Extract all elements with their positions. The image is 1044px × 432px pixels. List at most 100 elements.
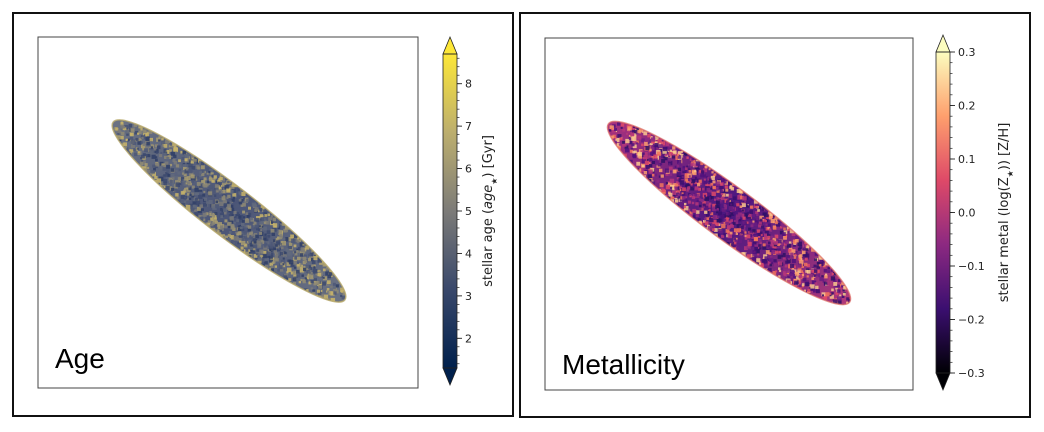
metallicity-map-pixel [761,208,764,212]
metallicity-map-pixel [703,180,708,185]
age-map-pixel [184,177,188,181]
age-map-pixel [154,175,158,180]
metallicity-map-pixel [667,157,672,162]
age-map-pixel [163,179,168,183]
metallicity-map-pixel [617,122,621,126]
metallicity-map-pixel [712,180,716,184]
age-map-pixel [120,127,124,131]
metallicity-map-pixel [744,234,748,238]
age-map-pixel [282,238,285,241]
age-map-pixel [250,231,254,235]
age-map-pixel [231,183,236,187]
metallicity-map-pixel [682,194,685,197]
age-map-pixel [199,204,203,208]
age-map-pixel [313,266,316,269]
metallicity-map-pixel [778,267,781,270]
age-map-pixel [139,137,142,141]
metallicity-map-pixel [706,192,710,196]
metallicity-map-pixel [677,155,682,159]
metallicity-map-pixel [762,245,767,250]
age-map-pixel [241,192,246,196]
metallicity-map-pixel [677,193,680,196]
age-map-pixel [272,217,277,222]
metallicity-map-pixel [669,178,675,184]
age-map-pixel [296,270,300,274]
age-map-pixel [200,165,205,170]
age-map-pixel [130,127,135,132]
metallicity-map-pixel [748,200,751,204]
age-map-pixel [208,170,211,174]
age-galaxy-rim [111,119,347,303]
age-map-pixel [210,172,214,176]
age-map-pixel [185,182,188,185]
age-map-pixel [290,271,294,275]
metallicity-map-pixel [696,176,701,180]
metallicity-map-pixel [724,206,727,210]
age-map-pixel [258,225,261,228]
metallicity-map-pixel [814,269,818,273]
age-map-pixel [163,148,167,152]
metallicity-map-pixel [678,178,683,183]
metallicity-map-pixel [798,274,802,279]
age-map-pixel [270,228,275,233]
age-map-pixel [257,243,262,248]
age-map-pixel [269,262,274,267]
metallicity-map-pixel [736,246,740,250]
age-map-pixel [230,207,235,212]
age-map-pixel [251,202,256,207]
metallicity-map-pixel [622,128,625,132]
age-map-pixel [239,225,242,228]
metallicity-map-pixel [752,256,757,261]
metallicity-map-pixel [752,220,755,223]
metallicity-map-pixel [835,292,839,295]
age-map-pixel [271,221,274,224]
age-map-pixel [271,232,275,236]
metallicity-map-pixel [767,226,770,230]
metallicity-map-pixel [759,262,762,265]
age-map-pixel [308,275,312,278]
metallicity-map-pixel [647,133,651,138]
metallicity-map-pixel [737,228,742,232]
metallicity-map-pixel [736,188,741,193]
age-map-pixel [297,237,300,240]
age-map-pixel [201,172,205,177]
metallicity-map-pixel [806,245,810,249]
age-map-pixel [256,240,261,245]
metallicity-map-pixel [795,235,800,240]
age-map-pixel [215,189,219,193]
metallicity-map-pixel [824,278,828,282]
metallicity-map-pixel [736,203,740,207]
metallicity-map-pixel [750,198,755,202]
metallicity-map-pixel [732,222,736,225]
metallicity-map-pixel [764,266,768,269]
metallicity-map-pixel [733,212,736,215]
age-map-pixel [271,259,276,264]
metallicity-map-pixel [804,244,808,247]
age-map-pixel [261,257,266,261]
age-map-pixel [191,179,195,183]
metallicity-map-pixel [676,190,680,194]
metallicity-map-pixel [795,276,800,280]
metallicity-map-pixel [652,144,656,147]
metallicity-map-pixel [609,125,614,130]
age-map-pixel [190,192,195,196]
metallicity-map-pixel [762,218,766,223]
age-map-pixel [254,224,259,229]
metallicity-map-pixel [758,221,762,225]
age-colorbar-tick-label: 2 [465,332,472,345]
metallicity-map-pixel [722,214,727,218]
age-map-pixel [240,204,244,207]
age-map-pixel [206,189,210,193]
age-map-pixel [167,155,172,159]
age-map-pixel [153,167,156,171]
metallicity-map-pixel [713,173,717,176]
metallicity-map-pixel [747,239,752,244]
metallicity-map-pixel [698,179,702,183]
age-map-pixel [219,192,222,195]
metallicity-map-pixel [802,254,807,259]
age-map-pixel [183,182,187,186]
age-map-pixel [246,214,250,218]
metallicity-map-pixel [673,150,677,154]
metallicity-map-pixel [746,245,751,250]
age-map-pixel [257,259,262,264]
